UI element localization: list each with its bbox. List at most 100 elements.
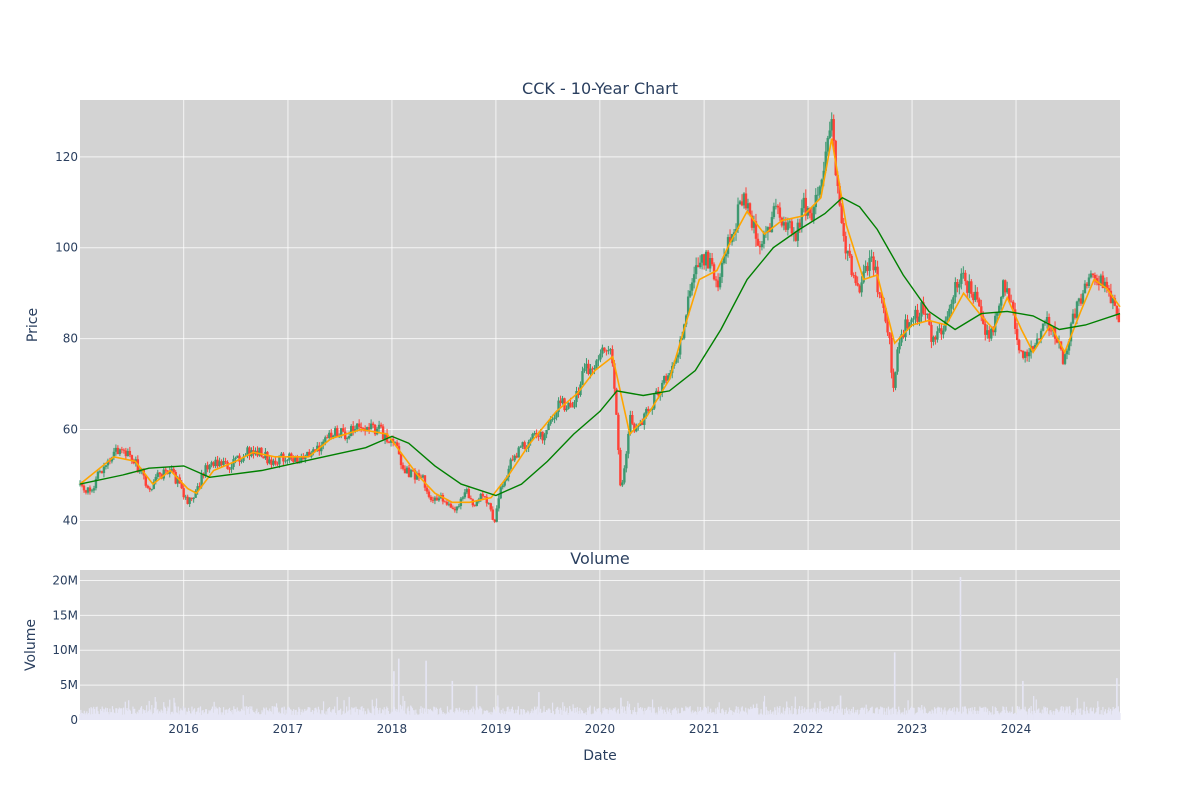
- volume-bar: [558, 713, 561, 720]
- volume-bar: [1062, 706, 1065, 720]
- volume-bar: [898, 706, 900, 720]
- candle-body: [118, 449, 122, 455]
- candle: [688, 283, 692, 298]
- candle-body: [188, 497, 191, 504]
- candle: [491, 506, 494, 521]
- candle-body: [485, 496, 488, 504]
- volume-bar: [921, 709, 924, 720]
- volume-bar: [534, 710, 537, 720]
- volume-bar: [276, 707, 279, 720]
- volume-bar: [719, 712, 721, 720]
- volume-bar: [747, 708, 749, 720]
- candle-body: [170, 468, 173, 471]
- candle: [690, 278, 694, 296]
- volume-bar: [606, 709, 608, 720]
- candle: [844, 231, 847, 260]
- candle-body: [401, 465, 405, 469]
- volume-bar: [369, 712, 372, 720]
- candle-body: [786, 222, 790, 230]
- candle-body: [890, 338, 893, 373]
- candle: [493, 518, 496, 524]
- candle: [623, 465, 626, 485]
- volume-bar: [886, 708, 888, 720]
- volume-bar: [1104, 709, 1107, 720]
- volume-bar: [722, 708, 724, 720]
- volume-bar: [640, 709, 643, 720]
- candle: [116, 445, 120, 455]
- volume-bar: [778, 707, 780, 720]
- volume-bar: [340, 715, 343, 720]
- candle: [954, 277, 957, 304]
- volume-bar: [763, 701, 765, 720]
- volume-bar: [200, 715, 202, 720]
- candle: [846, 250, 849, 261]
- volume-bar: [105, 711, 108, 720]
- volume-bar: [678, 713, 680, 720]
- candle: [258, 447, 261, 457]
- candle-body: [856, 283, 859, 286]
- candle-body: [1075, 301, 1079, 318]
- candle: [932, 335, 935, 346]
- volume-bar: [492, 712, 494, 720]
- volume-bar: [1083, 701, 1085, 720]
- volume-bar: [615, 711, 617, 720]
- volume-bar: [903, 714, 905, 720]
- volume-bar: [1065, 706, 1067, 720]
- volume-bar: [667, 710, 669, 720]
- volume-bar: [935, 713, 937, 720]
- volume-bar: [674, 709, 676, 720]
- candle: [718, 273, 722, 290]
- volume-bar: [1076, 697, 1078, 720]
- volume-bar: [371, 699, 373, 720]
- volume-bar: [950, 710, 952, 720]
- volume-bar: [645, 710, 647, 720]
- candle-body: [1105, 281, 1109, 289]
- volume-bar: [610, 709, 613, 720]
- volume-bar: [138, 709, 140, 720]
- candle: [1041, 323, 1045, 332]
- candle-body: [429, 496, 433, 501]
- volume-bar: [399, 712, 401, 720]
- volume-bar: [732, 715, 734, 720]
- volume-bar: [1057, 712, 1060, 720]
- volume-bar: [652, 708, 655, 720]
- candle-body: [152, 481, 155, 489]
- volume-bar: [1073, 713, 1075, 720]
- candle-body: [800, 208, 804, 228]
- candle: [168, 466, 171, 478]
- volume-y-tick-label: 10M: [52, 643, 78, 657]
- volume-bar: [257, 713, 259, 720]
- volume-bar: [187, 707, 190, 720]
- candle: [896, 346, 899, 375]
- candle-body: [674, 357, 678, 363]
- volume-bar: [277, 712, 279, 720]
- candle-body: [521, 442, 524, 447]
- volume-bar: [222, 707, 225, 720]
- candle-body: [617, 414, 620, 451]
- volume-bar: [273, 706, 275, 720]
- x-tick-label: 2024: [1001, 722, 1032, 736]
- volume-bar: [927, 713, 929, 720]
- candle: [603, 347, 606, 353]
- volume-bar: [282, 713, 284, 720]
- candle: [581, 366, 584, 386]
- candle-body: [794, 232, 798, 241]
- volume-bar: [150, 711, 152, 720]
- volume-bar: [622, 712, 625, 720]
- volume-bar: [315, 707, 317, 720]
- candle: [326, 434, 329, 439]
- candle-body: [541, 431, 544, 441]
- volume-spike-bar: [538, 692, 540, 720]
- volume-bar: [357, 714, 360, 720]
- volume-bar: [306, 709, 308, 720]
- candle-body: [359, 426, 363, 429]
- candle-body: [1045, 316, 1049, 322]
- candle-body: [752, 221, 756, 228]
- volume-bar: [171, 711, 173, 720]
- volume-bar: [265, 707, 267, 720]
- candle: [984, 318, 987, 341]
- volume-bar: [412, 710, 414, 720]
- volume-bar: [181, 710, 183, 720]
- volume-bar: [927, 712, 930, 720]
- candle-body: [1071, 313, 1075, 324]
